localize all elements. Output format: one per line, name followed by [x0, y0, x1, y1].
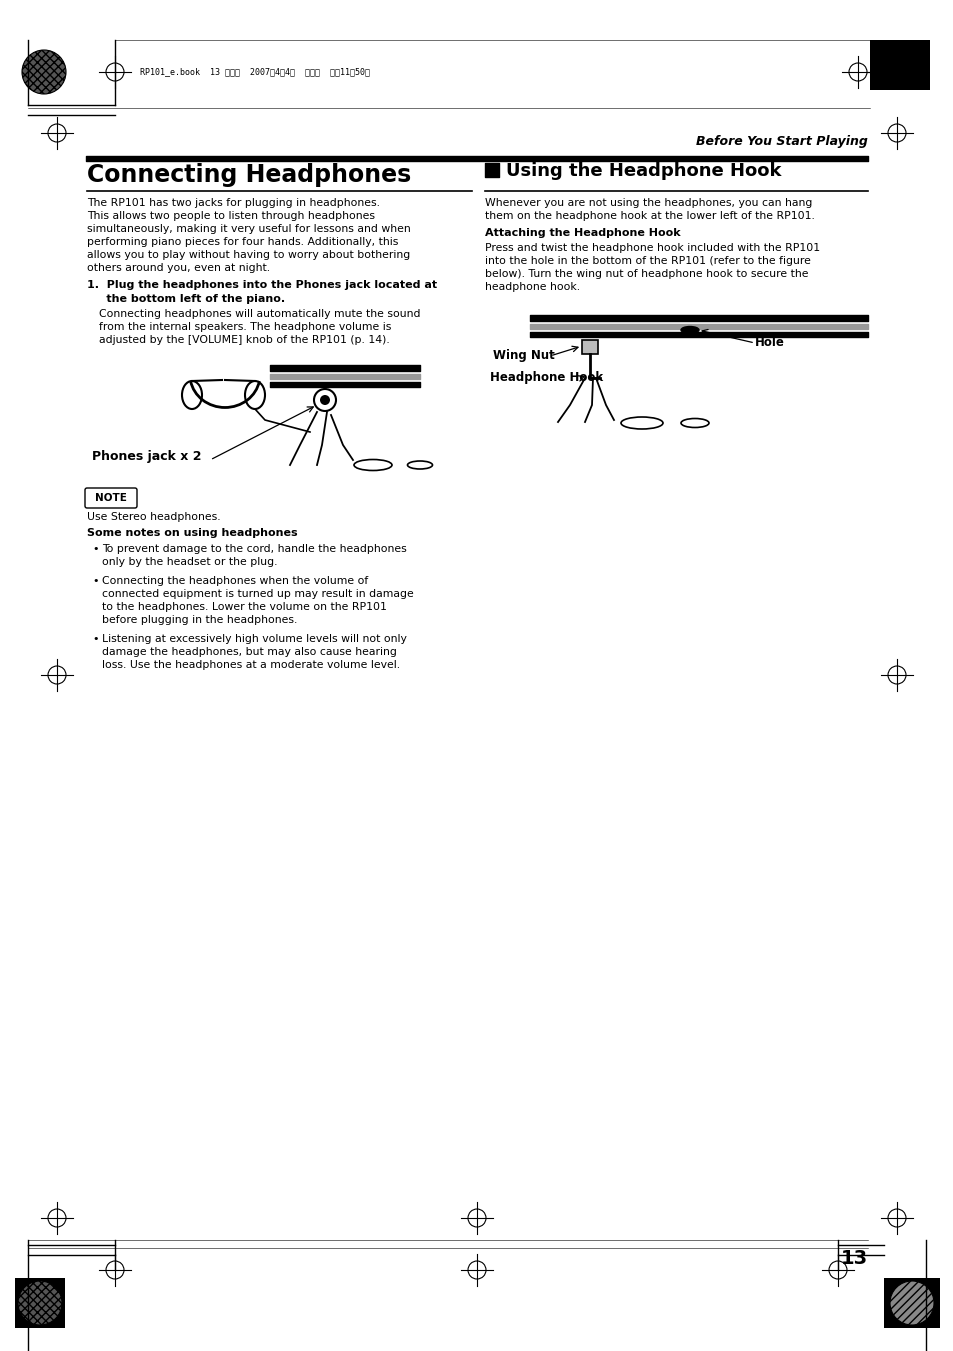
- Text: Phones jack x 2: Phones jack x 2: [91, 450, 201, 463]
- Text: to the headphones. Lower the volume on the RP101: to the headphones. Lower the volume on t…: [102, 603, 387, 612]
- Text: Connecting the headphones when the volume of: Connecting the headphones when the volum…: [102, 576, 368, 586]
- Text: Use Stereo headphones.: Use Stereo headphones.: [87, 512, 220, 521]
- Text: Wing Nut: Wing Nut: [493, 350, 554, 362]
- Circle shape: [22, 50, 66, 95]
- Text: 1.  Plug the headphones into the Phones jack located at: 1. Plug the headphones into the Phones j…: [87, 280, 436, 290]
- Text: NOTE: NOTE: [95, 493, 127, 503]
- Text: the bottom left of the piano.: the bottom left of the piano.: [87, 295, 285, 304]
- Text: To prevent damage to the cord, handle the headphones: To prevent damage to the cord, handle th…: [102, 544, 406, 554]
- Text: only by the headset or the plug.: only by the headset or the plug.: [102, 557, 277, 567]
- Text: Attaching the Headphone Hook: Attaching the Headphone Hook: [484, 228, 679, 238]
- Text: •: •: [91, 544, 98, 554]
- Bar: [883, 1278, 939, 1328]
- Text: RP101_e.book  13 ページ  2007年4月4日  水曜日  午前11時50分: RP101_e.book 13 ページ 2007年4月4日 水曜日 午前11時5…: [140, 68, 370, 77]
- Circle shape: [319, 394, 330, 405]
- Text: Connecting Headphones: Connecting Headphones: [87, 163, 411, 186]
- Text: Headphone Hook: Headphone Hook: [490, 372, 602, 385]
- Text: The RP101 has two jacks for plugging in headphones.: The RP101 has two jacks for plugging in …: [87, 199, 379, 208]
- Text: •: •: [91, 634, 98, 644]
- Ellipse shape: [680, 327, 699, 334]
- Text: into the hole in the bottom of the RP101 (refer to the figure: into the hole in the bottom of the RP101…: [484, 255, 810, 266]
- Text: Press and twist the headphone hook included with the RP101: Press and twist the headphone hook inclu…: [484, 243, 820, 253]
- Bar: [15, 1278, 65, 1328]
- Text: simultaneously, making it very useful for lessons and when: simultaneously, making it very useful fo…: [87, 224, 411, 234]
- Bar: [869, 41, 929, 91]
- Text: Listening at excessively high volume levels will not only: Listening at excessively high volume lev…: [102, 634, 406, 644]
- Text: them on the headphone hook at the lower left of the RP101.: them on the headphone hook at the lower …: [484, 211, 814, 222]
- Text: connected equipment is turned up may result in damage: connected equipment is turned up may res…: [102, 589, 414, 598]
- Text: before plugging in the headphones.: before plugging in the headphones.: [102, 615, 297, 626]
- Text: Hole: Hole: [754, 336, 784, 350]
- Text: Before You Start Playing: Before You Start Playing: [696, 135, 867, 149]
- Text: 13: 13: [840, 1248, 867, 1267]
- Text: Some notes on using headphones: Some notes on using headphones: [87, 528, 297, 538]
- Text: Whenever you are not using the headphones, you can hang: Whenever you are not using the headphone…: [484, 199, 812, 208]
- Text: Connecting headphones will automatically mute the sound: Connecting headphones will automatically…: [99, 309, 420, 319]
- Text: others around you, even at night.: others around you, even at night.: [87, 263, 270, 273]
- Text: damage the headphones, but may also cause hearing: damage the headphones, but may also caus…: [102, 647, 396, 657]
- Text: This allows two people to listen through headphones: This allows two people to listen through…: [87, 211, 375, 222]
- Text: allows you to play without having to worry about bothering: allows you to play without having to wor…: [87, 250, 410, 259]
- Text: performing piano pieces for four hands. Additionally, this: performing piano pieces for four hands. …: [87, 236, 398, 247]
- Text: headphone hook.: headphone hook.: [484, 282, 579, 292]
- Text: below). Turn the wing nut of headphone hook to secure the: below). Turn the wing nut of headphone h…: [484, 269, 807, 280]
- FancyBboxPatch shape: [85, 488, 137, 508]
- Text: Using the Headphone Hook: Using the Headphone Hook: [505, 162, 781, 180]
- Bar: [581, 340, 598, 354]
- Circle shape: [889, 1281, 933, 1325]
- Circle shape: [18, 1281, 62, 1325]
- Text: adjusted by the [VOLUME] knob of the RP101 (p. 14).: adjusted by the [VOLUME] knob of the RP1…: [99, 335, 390, 345]
- Text: from the internal speakers. The headphone volume is: from the internal speakers. The headphon…: [99, 322, 391, 332]
- Text: •: •: [91, 576, 98, 586]
- Text: loss. Use the headphones at a moderate volume level.: loss. Use the headphones at a moderate v…: [102, 661, 399, 670]
